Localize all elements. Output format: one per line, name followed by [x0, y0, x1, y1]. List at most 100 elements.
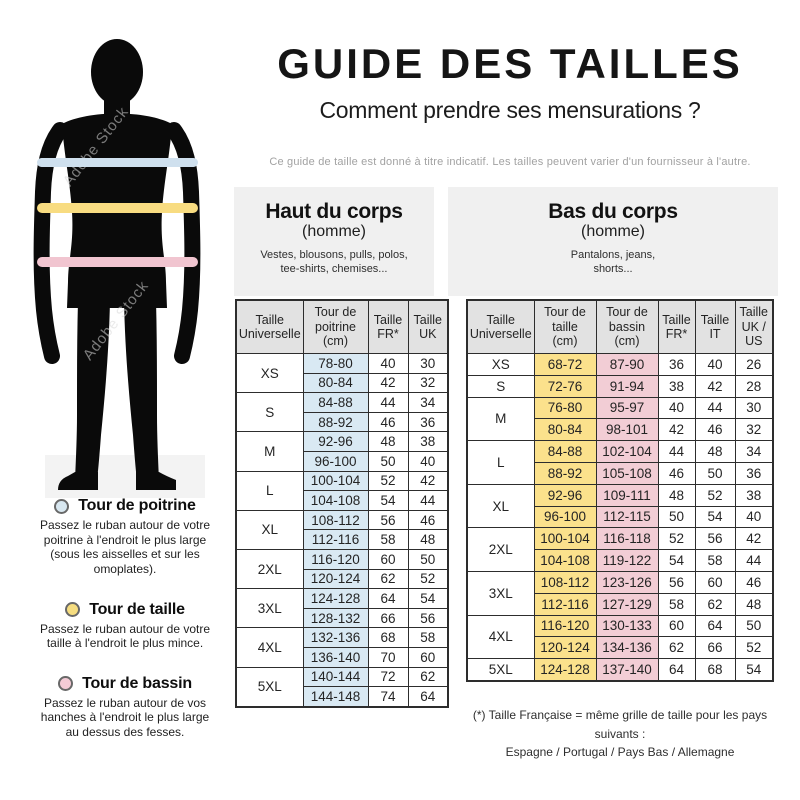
value-cell: 56: [657, 570, 696, 594]
value-cell: 92-96: [533, 483, 597, 507]
value-cell: 62: [694, 592, 736, 616]
value-cell: 58: [407, 627, 449, 648]
value-cell: 112-116: [533, 592, 597, 616]
column-header: Taille FR*: [657, 299, 696, 354]
table-row: L 84-88 102-104 44 48 34: [466, 440, 774, 485]
value-cell: 46: [694, 418, 736, 442]
size-cell: S: [466, 374, 535, 398]
value-cell: 74: [367, 686, 409, 708]
value-cell: 60: [367, 548, 409, 570]
lower-body-panel: Bas du corps (homme) Pantalons, jeans, s…: [448, 187, 778, 296]
value-cell: 60: [657, 614, 696, 638]
value-cell: 96-100: [302, 450, 369, 472]
value-cell: 84-88: [302, 392, 369, 413]
value-cell: 52: [734, 636, 774, 660]
measurement-legend: Tour de poitrine Passez le ruban autour d…: [18, 497, 232, 764]
value-cell: 102-104: [595, 440, 659, 463]
column-header: Taille UK / US: [734, 299, 774, 354]
value-cell: 95-97: [595, 396, 659, 420]
value-cell: 50: [734, 614, 774, 638]
table-row: 112-116 127-129 58 62 48: [467, 592, 774, 616]
table-row: XS 68-72 87-90 36 40 26: [466, 353, 774, 376]
value-cell: 36: [734, 461, 774, 485]
legend-heading: Tour de poitrine: [18, 497, 232, 515]
value-cell: 42: [657, 418, 696, 442]
value-cell: 30: [734, 396, 774, 420]
size-cell: S: [235, 392, 304, 433]
value-cell: 48: [694, 440, 736, 463]
value-cell: 42: [734, 527, 774, 551]
value-cell: 66: [367, 607, 409, 629]
value-cell: 140-144: [302, 666, 369, 688]
value-cell: 52: [367, 470, 409, 492]
size-cell: 2XL: [235, 548, 304, 590]
size-cell: M: [235, 431, 304, 472]
value-cell: 56: [694, 527, 736, 551]
value-cell: 44: [407, 490, 449, 511]
table-header: Taille Universelle Tour de poitrine (cm) T…: [235, 299, 449, 354]
value-cell: 123-126: [595, 570, 659, 594]
legend-circle-icon: [58, 676, 74, 692]
table-row: S 72-76 91-94 38 42 28: [466, 374, 774, 398]
header-row: Taille Universelle Tour de taille (cm) Tou…: [466, 299, 774, 354]
size-cell: 2XL: [466, 527, 535, 572]
value-cell: 38: [407, 431, 449, 452]
value-cell: 54: [407, 588, 449, 609]
value-cell: 58: [657, 592, 696, 616]
value-cell: 36: [657, 353, 696, 376]
value-cell: 54: [694, 505, 736, 529]
table-row: 5XL 140-144 72 62: [235, 666, 449, 708]
value-cell: 26: [734, 353, 774, 376]
table-row: 3XL 108-112 123-126 56 60 46: [466, 570, 774, 616]
value-cell: 116-118: [595, 527, 659, 551]
legend-item: Tour de poitrine Passez le ruban autour d…: [18, 497, 232, 577]
upper-body-panel: Haut du corps (homme) Vestes, blousons, …: [234, 187, 434, 296]
size-cell: 4XL: [235, 627, 304, 668]
value-cell: 64: [407, 686, 449, 708]
value-cell: 70: [367, 646, 409, 668]
value-cell: 104-108: [533, 549, 597, 572]
table-row: M 76-80 95-97 40 44 30: [466, 396, 774, 442]
value-cell: 40: [407, 450, 449, 472]
value-cell: 62: [407, 666, 449, 688]
value-cell: 52: [657, 527, 696, 551]
table-row: 120-124 134-136 62 66 52: [467, 636, 774, 660]
table-header: Taille Universelle Tour de taille (cm) Tou…: [466, 299, 774, 354]
value-cell: 108-112: [533, 570, 597, 594]
value-cell: 80-84: [533, 418, 597, 442]
human-figure: Adobe Stock Adobe Stock: [10, 20, 225, 498]
table-row: S 84-88 44 34: [235, 392, 449, 433]
value-cell: 46: [367, 411, 409, 433]
table-row: XL 92-96 109-111 48 52 38: [466, 483, 774, 529]
value-cell: 46: [407, 509, 449, 531]
value-cell: 52: [407, 568, 449, 590]
value-cell: 52: [694, 483, 736, 507]
value-cell: 46: [734, 570, 774, 594]
column-header: Taille IT: [694, 299, 736, 354]
column-header: Taille Universelle: [466, 299, 535, 354]
hips-band: [37, 257, 198, 267]
legend-description: Passez le ruban autour de vos hanches à …: [40, 695, 210, 739]
value-cell: 44: [734, 549, 774, 572]
table-row: 4XL 116-120 130-133 60 64 50: [466, 614, 774, 660]
column-header: Tour de poitrine (cm): [302, 299, 369, 354]
value-cell: 54: [657, 549, 696, 572]
table-row: 96-100 112-115 50 54 40: [467, 505, 774, 529]
value-cell: 98-101: [595, 418, 659, 442]
value-cell: 124-128: [533, 658, 597, 682]
value-cell: 40: [734, 505, 774, 529]
value-cell: 54: [367, 490, 409, 511]
value-cell: 64: [694, 614, 736, 638]
value-cell: 136-140: [302, 646, 369, 668]
table-row: 144-148 74 64: [236, 686, 449, 708]
size-cell: XS: [466, 353, 535, 376]
value-cell: 30: [407, 353, 449, 374]
value-cell: 48: [734, 592, 774, 616]
value-cell: 68-72: [533, 353, 597, 376]
value-cell: 72-76: [533, 374, 597, 398]
size-cell: XL: [466, 483, 535, 529]
table-row: 80-84 98-101 42 46 32: [467, 418, 774, 442]
value-cell: 130-133: [595, 614, 659, 638]
table-row: 136-140 70 60: [236, 646, 449, 668]
value-cell: 34: [734, 440, 774, 463]
